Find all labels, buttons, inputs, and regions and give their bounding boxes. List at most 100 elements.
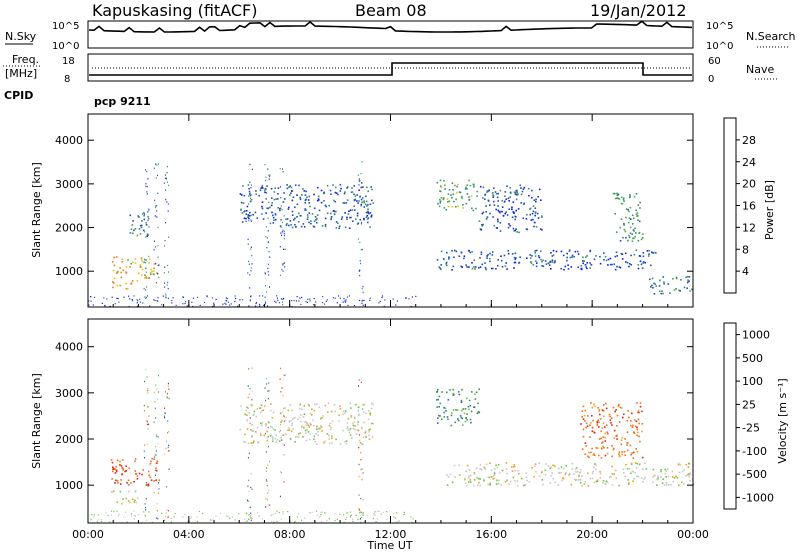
data-point: [512, 465, 515, 468]
velocity-ylabel: Slant Range [km]: [30, 373, 43, 469]
data-point: [616, 414, 619, 417]
data-point: [363, 200, 365, 202]
data-point: [258, 194, 260, 197]
data-point: [502, 215, 505, 217]
ground-point: [404, 513, 406, 515]
ground-point: [109, 305, 111, 307]
data-point: [591, 406, 594, 409]
data-point: [464, 478, 466, 481]
data-point: [623, 451, 626, 453]
streak-point: [156, 210, 158, 212]
streak-point: [163, 272, 165, 274]
data-point: [601, 447, 603, 450]
data-point: [573, 255, 575, 258]
ground-point: [234, 519, 236, 521]
ground-point: [377, 510, 379, 512]
ground-point: [222, 303, 224, 305]
data-point: [547, 465, 549, 467]
streak-point: [143, 450, 145, 452]
data-point: [484, 193, 487, 196]
data-point: [583, 414, 586, 417]
data-point: [119, 483, 122, 485]
data-point: [133, 480, 135, 483]
ground-point: [251, 517, 253, 519]
data-point: [459, 474, 461, 476]
streak-point: [358, 509, 360, 511]
streak-point: [144, 296, 146, 298]
ground-point: [133, 518, 135, 520]
data-point: [567, 264, 569, 266]
ground-point: [280, 298, 283, 300]
data-point: [640, 477, 643, 479]
data-point: [589, 267, 591, 269]
streak-point: [281, 209, 283, 211]
data-point: [637, 475, 640, 478]
data-point: [564, 265, 567, 268]
data-point: [303, 413, 306, 415]
streak-point: [358, 410, 360, 413]
data-point: [349, 402, 351, 405]
data-point: [447, 418, 449, 421]
ground-point: [248, 514, 250, 516]
streak-point: [157, 226, 159, 229]
data-point: [533, 475, 535, 478]
ground-point: [238, 520, 240, 522]
data-point: [596, 480, 599, 482]
ground-point: [319, 515, 321, 517]
data-point: [506, 472, 508, 475]
data-point: [602, 422, 605, 425]
streak-point: [281, 439, 283, 441]
data-point: [440, 250, 443, 253]
ground-point: [320, 514, 322, 516]
data-point: [345, 440, 348, 442]
streak-point: [147, 421, 149, 423]
streak-point: [146, 191, 148, 193]
ground-point: [145, 297, 147, 299]
data-point: [554, 465, 556, 467]
streak-point: [250, 219, 252, 221]
data-point: [548, 264, 551, 266]
ground-point: [157, 300, 159, 302]
data-point: [582, 435, 585, 438]
data-point: [472, 484, 475, 487]
data-point: [611, 445, 613, 447]
data-point: [141, 268, 144, 271]
data-point: [486, 216, 489, 218]
data-point: [620, 196, 623, 199]
data-point: [528, 194, 530, 197]
data-point: [531, 212, 534, 215]
data-point: [492, 194, 494, 196]
streak-point: [265, 470, 267, 473]
data-point: [627, 479, 629, 481]
data-point: [464, 482, 467, 485]
data-point: [345, 202, 348, 204]
data-point: [589, 249, 592, 252]
freq-unit-label: [MHz]: [5, 67, 37, 80]
streak-point: [279, 167, 281, 170]
ground-point: [291, 300, 293, 302]
data-point: [517, 208, 520, 210]
ground-point: [274, 300, 276, 302]
data-point: [501, 266, 504, 268]
data-point: [468, 179, 470, 182]
data-point: [359, 196, 361, 198]
ground-point: [313, 520, 315, 522]
data-point: [323, 441, 325, 444]
data-point: [504, 191, 507, 193]
streak-point: [250, 295, 252, 297]
data-point: [274, 218, 277, 221]
data-point: [346, 422, 349, 424]
data-point: [514, 480, 516, 482]
ground-point: [229, 304, 231, 306]
data-point: [116, 459, 119, 462]
data-point: [571, 254, 574, 257]
data-point: [537, 217, 540, 219]
ground-point: [386, 518, 388, 521]
data-point: [597, 454, 600, 457]
data-point: [633, 478, 635, 480]
data-point: [291, 422, 293, 425]
data-point: [124, 470, 126, 473]
data-point: [484, 194, 486, 197]
data-point: [121, 473, 124, 475]
streak-point: [266, 484, 268, 487]
